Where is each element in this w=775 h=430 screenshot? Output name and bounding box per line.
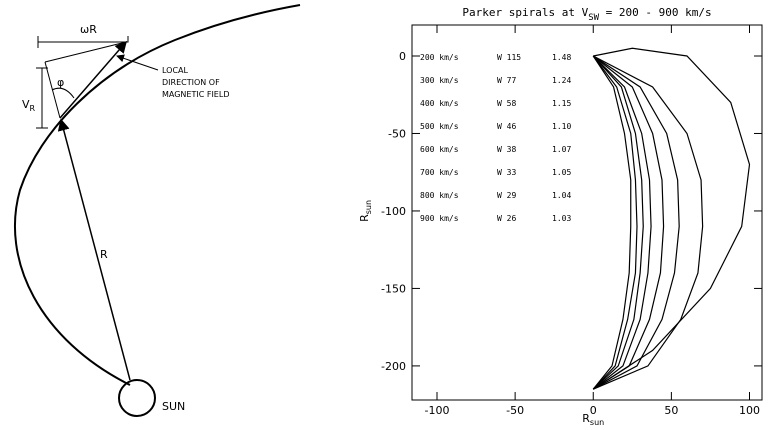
annotation: W 29 — [497, 191, 516, 200]
y-tick-label: 0 — [399, 50, 406, 63]
x-tick-label: 50 — [664, 404, 678, 417]
series-label: 200 km/s — [420, 53, 459, 62]
y-tick-label: -50 — [388, 127, 406, 140]
spiral-line — [592, 47, 751, 390]
title-sub: SW — [588, 13, 599, 23]
spiral-line — [592, 55, 638, 390]
sun-label: SUN — [162, 400, 185, 413]
y-label-sub: sun — [364, 200, 373, 214]
spiral-line — [592, 55, 680, 390]
series-label: 700 km/s — [420, 168, 459, 177]
vr-main: V — [22, 98, 30, 111]
sun-circle — [118, 379, 156, 417]
spiral-line — [592, 55, 632, 390]
y-tick-label: -150 — [381, 282, 406, 295]
vr-sub: R — [30, 104, 36, 113]
phi-arc — [51, 87, 75, 99]
vr-bracket — [36, 67, 48, 129]
plot-frame — [411, 24, 763, 401]
radius-arrow — [57, 118, 131, 381]
annotation: 1.48 — [552, 53, 571, 62]
annotation: W 77 — [497, 76, 516, 85]
annotation: W 26 — [497, 214, 516, 223]
annotation: W 58 — [497, 99, 516, 108]
annotation: W 46 — [497, 122, 516, 131]
title-rest: = 200 - 900 km/s — [599, 6, 712, 19]
annotation: 1.10 — [552, 122, 571, 131]
title-main: Parker spirals at V — [462, 6, 588, 19]
diagram — [13, 4, 301, 417]
spiral-line — [592, 55, 644, 390]
y-tick-label: -200 — [381, 360, 406, 373]
note-line: LOCAL — [162, 66, 189, 75]
chart-title: Parker spirals at VSW = 200 - 900 km/s — [462, 6, 711, 23]
annotation: W 38 — [497, 145, 516, 154]
series-label: 500 km/s — [420, 122, 459, 131]
x-tick-label: -50 — [506, 404, 524, 417]
omega-bracket — [37, 36, 129, 48]
series-label: 900 km/s — [420, 214, 459, 223]
note-line: DIRECTION OF — [162, 78, 220, 87]
annotation: 1.07 — [552, 145, 571, 154]
field-direction — [59, 40, 127, 119]
annotation: 1.24 — [552, 76, 571, 85]
series-label: 600 km/s — [420, 145, 459, 154]
spiral-line — [592, 55, 652, 390]
y-tick-label: -100 — [381, 205, 406, 218]
x-tick-label: 0 — [590, 404, 597, 417]
note-pointer — [116, 54, 159, 71]
omega-label: ωR — [80, 23, 97, 36]
x-label-sub: sun — [590, 418, 604, 427]
annotation: 1.03 — [552, 214, 571, 223]
spiral-line — [592, 55, 704, 390]
annotation: 1.04 — [552, 191, 571, 200]
y-label-main: R — [358, 214, 371, 222]
x-tick-label: -100 — [425, 404, 450, 417]
chart: Parker spirals at VSW = 200 - 900 km/s Rs… — [358, 6, 763, 427]
y-axis-label: Rsun — [358, 200, 373, 222]
vr-label: VR — [22, 98, 36, 113]
x-tick-label: 100 — [739, 404, 760, 417]
omega-leg — [44, 41, 127, 63]
annotation: 1.15 — [552, 99, 571, 108]
x-axis-label: Rsun — [582, 412, 604, 427]
annotation: 1.05 — [552, 168, 571, 177]
spiral-line — [592, 55, 665, 390]
field-line — [13, 4, 301, 386]
phi-label: φ — [57, 76, 64, 89]
radius-label: R — [100, 248, 108, 261]
x-label-main: R — [582, 412, 590, 425]
annotation: W 115 — [497, 53, 521, 62]
annotation: W 33 — [497, 168, 516, 177]
series-label: 800 km/s — [420, 191, 459, 200]
series-label: 300 km/s — [420, 76, 459, 85]
note-line: MAGNETIC FIELD — [162, 90, 229, 99]
series-label: 400 km/s — [420, 99, 459, 108]
